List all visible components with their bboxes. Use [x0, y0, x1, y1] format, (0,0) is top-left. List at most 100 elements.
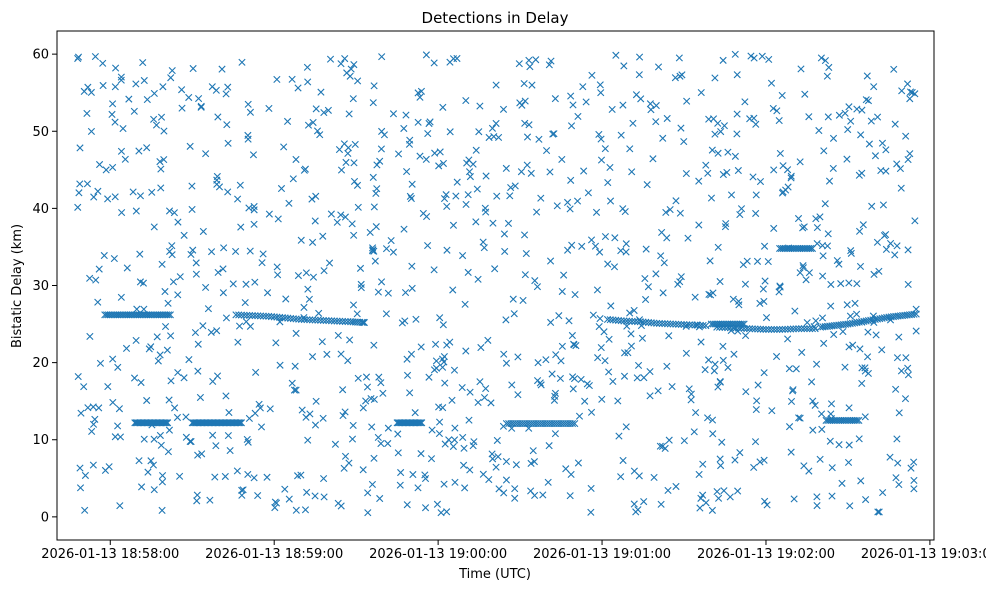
scatter-point [370, 82, 378, 90]
scatter-point [683, 321, 691, 329]
scatter-point [111, 118, 119, 126]
scatter-point [734, 166, 742, 175]
scatter-point [552, 351, 560, 359]
scatter-point [557, 357, 565, 365]
scatter-point [407, 350, 416, 358]
scatter-point [910, 458, 918, 466]
scatter-point [421, 474, 430, 483]
y-tick-label: 30 [32, 279, 49, 294]
scatter-point [91, 52, 99, 61]
scatter-point [344, 144, 352, 152]
scatter-point [306, 316, 314, 324]
scatter-point [759, 285, 767, 293]
scatter-point [369, 246, 377, 254]
scatter-point [219, 265, 227, 273]
scatter-point [502, 476, 511, 484]
scatter-point [872, 331, 880, 339]
scatter-point [714, 149, 722, 157]
scatter-point [841, 109, 849, 117]
scatter-point [792, 365, 800, 373]
scatter-point [752, 209, 760, 218]
scatter-point [708, 146, 716, 154]
scatter-point [199, 227, 207, 236]
scatter-point [389, 110, 398, 118]
scatter-point [337, 350, 345, 358]
scatter-point [768, 407, 776, 415]
scatter-point [646, 392, 654, 400]
scatter-point [80, 383, 88, 391]
scatter-point [719, 170, 727, 179]
scatter-point [843, 301, 851, 309]
scatter-point [136, 192, 145, 200]
scatter-point [509, 295, 517, 303]
scatter-point [231, 247, 240, 256]
scatter-point [374, 433, 382, 442]
scatter-point [346, 336, 354, 344]
scatter-point [821, 200, 829, 208]
scatter-point [161, 322, 170, 331]
scatter-point [620, 317, 628, 325]
scatter-point [827, 280, 835, 289]
scatter-point [760, 456, 768, 464]
scatter-point [257, 423, 266, 431]
scatter-point [292, 155, 300, 164]
scatter-point [718, 438, 726, 446]
scatter-point [741, 331, 750, 340]
scatter-point [731, 152, 739, 160]
scatter-point [350, 231, 358, 239]
scatter-point [657, 500, 665, 508]
scatter-point [244, 100, 252, 108]
scatter-point [532, 56, 540, 64]
scatter-point [714, 243, 722, 251]
scatter-point [440, 195, 449, 203]
scatter-point [646, 367, 654, 376]
scatter-point [199, 322, 207, 330]
scatter-point [319, 414, 327, 422]
scatter-point [587, 236, 596, 244]
scatter-point [663, 362, 671, 370]
scatter-point [722, 219, 730, 228]
scatter-point [204, 305, 213, 313]
scatter-point [867, 117, 875, 125]
scatter-point [560, 271, 568, 279]
scatter-point [160, 156, 168, 164]
scatter-point [897, 184, 905, 192]
scatter-point [829, 134, 838, 142]
scatter-point [301, 165, 310, 173]
scatter-point [502, 359, 511, 367]
scatter-point [150, 435, 158, 443]
scatter-point [683, 97, 691, 105]
scatter-point [169, 278, 178, 286]
x-tick-label: 2026-01-13 18:59:00 [205, 547, 343, 562]
scatter-point [858, 379, 866, 388]
scatter-point [894, 459, 902, 467]
scatter-point [412, 315, 420, 323]
scatter-point [303, 316, 311, 324]
scatter-point [435, 162, 443, 170]
scatter-point [254, 491, 262, 500]
scatter-point [558, 342, 566, 350]
scatter-point [222, 90, 230, 98]
scatter-point [820, 147, 828, 155]
scatter-point [409, 470, 417, 479]
scatter-point [250, 474, 258, 482]
scatter-point [635, 71, 643, 79]
scatter-point [696, 321, 704, 329]
scatter-point [537, 194, 545, 202]
scatter-point [695, 221, 703, 229]
scatter-point [847, 117, 855, 125]
scatter-point [912, 310, 920, 318]
scatter-point [567, 92, 575, 100]
scatter-point [320, 108, 328, 117]
scatter-point [846, 312, 854, 320]
scatter-point [102, 166, 110, 174]
scatter-point [844, 125, 852, 134]
scatter-point [235, 419, 243, 427]
scatter-point [865, 140, 873, 148]
scatter-point [756, 177, 765, 186]
scatter-point [748, 325, 756, 333]
scatter-point [785, 365, 793, 373]
scatter-point [911, 217, 919, 225]
scatter-point [251, 278, 259, 286]
scatter-point [546, 257, 555, 265]
